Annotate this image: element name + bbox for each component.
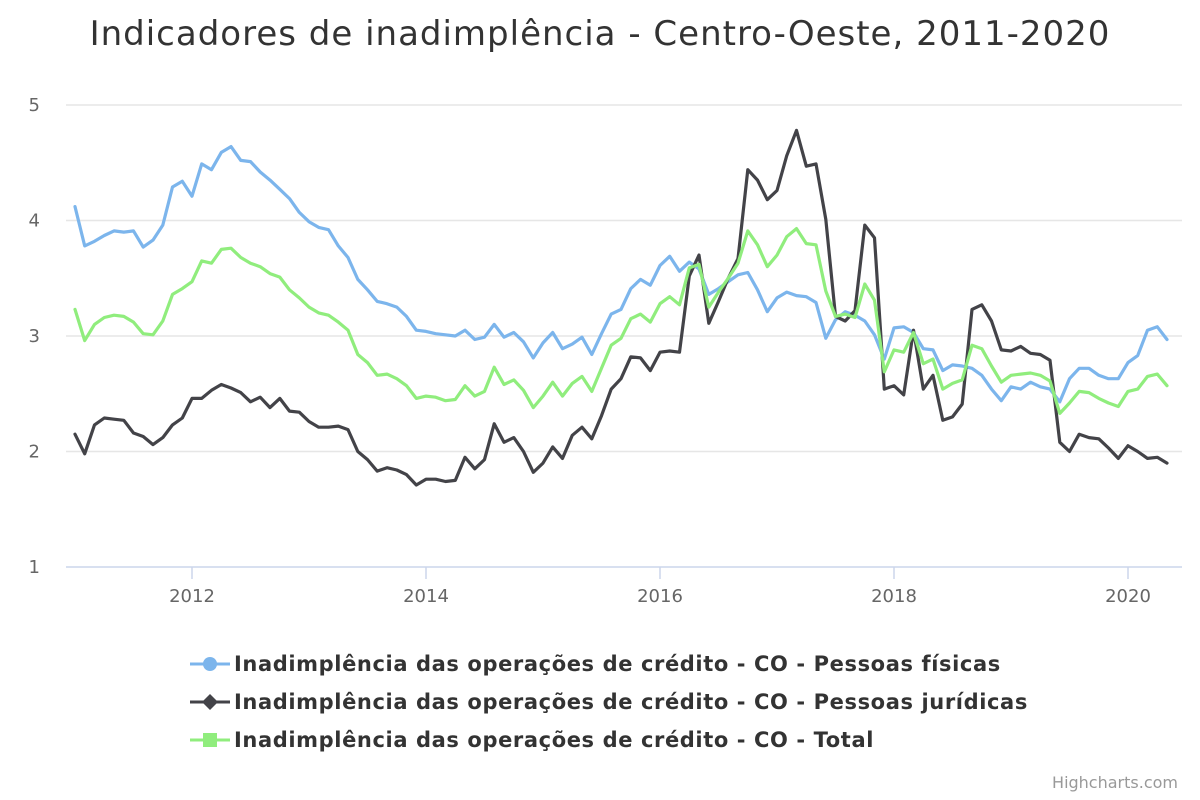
legend-item-pessoas-juridicas[interactable]: Inadimplência das operações de crédito -… bbox=[190, 683, 1090, 721]
x-tick-label: 2016 bbox=[637, 586, 683, 607]
y-tick-label: 1 bbox=[29, 557, 40, 578]
y-axis-labels: 1 2 3 4 5 bbox=[29, 95, 40, 578]
x-tick-label: 2018 bbox=[871, 586, 917, 607]
legend-square-icon bbox=[190, 733, 230, 747]
series-layer bbox=[73, 128, 1169, 487]
series-line-3[interactable] bbox=[73, 227, 1169, 415]
legend-circle-icon bbox=[190, 657, 230, 671]
x-tick-label: 2014 bbox=[403, 586, 449, 607]
y-tick-label: 4 bbox=[29, 211, 40, 232]
x-axis: 2012 2014 2016 2018 2020 bbox=[66, 566, 1182, 607]
x-tick-label: 2012 bbox=[169, 586, 215, 607]
chart-title: Indicadores de inadimplência - Centro-Oe… bbox=[89, 14, 1111, 54]
y-tick-label: 2 bbox=[29, 442, 40, 463]
series-line-2[interactable] bbox=[73, 128, 1169, 487]
legend-item-pessoas-fisicas[interactable]: Inadimplência das operações de crédito -… bbox=[190, 645, 1090, 683]
legend-label: Inadimplência das operações de crédito -… bbox=[234, 728, 875, 752]
credits-link[interactable]: Highcharts.com bbox=[1052, 773, 1178, 792]
legend-item-total[interactable]: Inadimplência das operações de crédito -… bbox=[190, 721, 1090, 759]
y-tick-label: 5 bbox=[29, 95, 40, 116]
y-tick-label: 3 bbox=[29, 326, 40, 347]
legend-diamond-icon bbox=[190, 694, 230, 710]
legend-label: Inadimplência das operações de crédito -… bbox=[234, 652, 1001, 676]
grid-lines bbox=[66, 104, 1182, 453]
legend-label: Inadimplência das operações de crédito -… bbox=[234, 690, 1028, 714]
series-line-1[interactable] bbox=[73, 145, 1169, 404]
x-tick-label: 2020 bbox=[1105, 586, 1151, 607]
legend: Inadimplência das operações de crédito -… bbox=[190, 645, 1090, 759]
